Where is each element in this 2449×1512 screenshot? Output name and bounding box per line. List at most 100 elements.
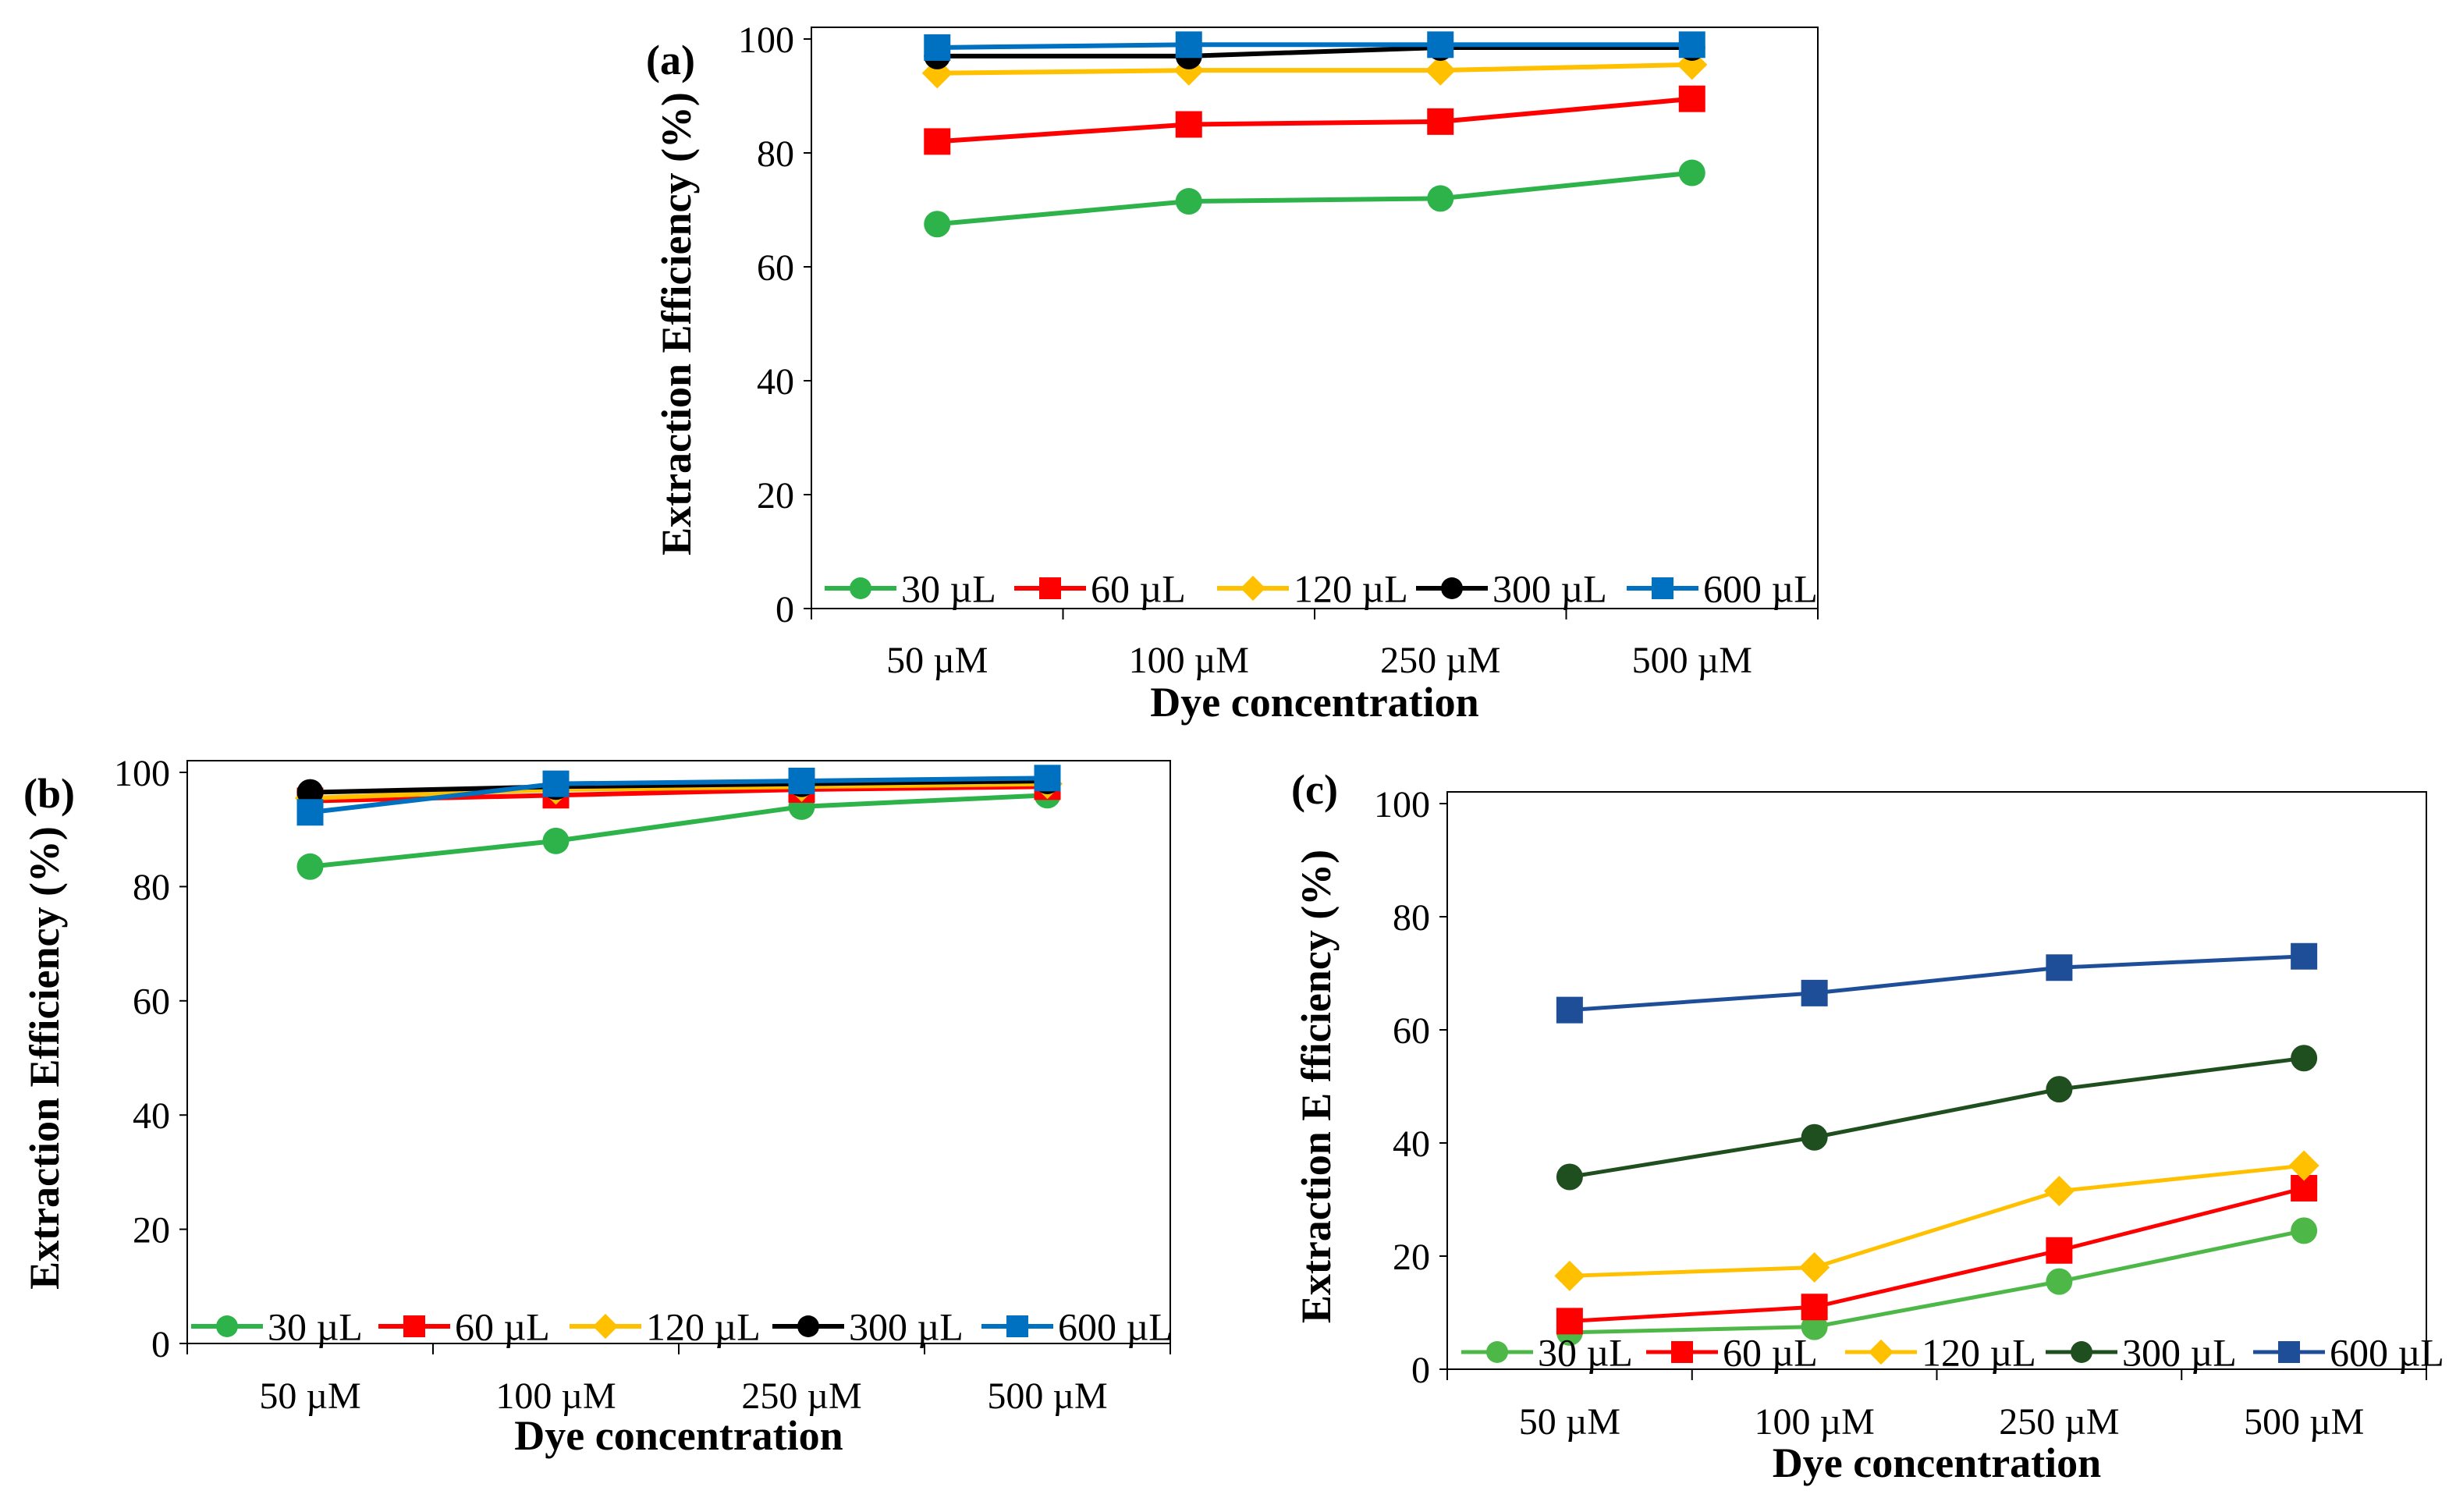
data-point xyxy=(296,853,324,880)
legend-label: 300 µL xyxy=(2122,1331,2237,1375)
chart-panel-a: 0 20 40 60 80 100 50 µM 100 µM 250 µM 500 µM Dye c… xyxy=(646,20,1819,726)
x-tick-label: 500 µM xyxy=(1632,640,1752,681)
series-line xyxy=(1569,1186,2305,1323)
legend-swatch-marker xyxy=(1671,1341,1693,1363)
data-point xyxy=(2043,1176,2075,1207)
legend-label: 30 µL xyxy=(1538,1331,1633,1375)
y-tick-label: 80 xyxy=(133,867,170,908)
y-tick-label: 0 xyxy=(151,1324,170,1365)
legend-swatch-marker xyxy=(1006,1315,1028,1337)
legend-swatch-marker xyxy=(1486,1341,1508,1363)
legend-swatch-marker xyxy=(797,1315,819,1337)
legend-swatch-marker xyxy=(1441,577,1463,599)
series-600-µL xyxy=(924,31,1705,61)
series-300-µL xyxy=(924,34,1705,69)
legend-swatch-marker xyxy=(2278,1341,2300,1363)
data-point xyxy=(542,827,570,854)
legend-swatch-marker xyxy=(1240,575,1266,602)
panel-label: (c) xyxy=(1291,766,1338,813)
series-600-µL xyxy=(296,765,1061,826)
y-tick-label: 60 xyxy=(757,247,794,289)
data-point xyxy=(1175,31,1202,59)
x-tick-label: 50 µM xyxy=(1519,1401,1620,1443)
data-point xyxy=(2046,1237,2073,1264)
series-line xyxy=(1569,1056,2305,1179)
series-60-µL xyxy=(924,85,1705,155)
legend-swatch-marker xyxy=(1868,1339,1894,1365)
y-tick-label: 80 xyxy=(1393,897,1430,939)
data-point xyxy=(1801,1294,1828,1321)
y-tick-label: 20 xyxy=(133,1209,170,1251)
y-axis-title: Extraction E fficiency (%) xyxy=(1293,850,1340,1323)
y-tick-label: 40 xyxy=(1393,1123,1430,1165)
series-line xyxy=(310,776,1048,815)
y-axis-title: Extraction Efficiency (%) xyxy=(653,92,700,555)
data-point xyxy=(296,779,324,806)
series-line xyxy=(937,42,1692,50)
legend-label: 300 µL xyxy=(849,1305,964,1349)
data-point xyxy=(1425,55,1456,86)
y-tick-label: 0 xyxy=(1411,1350,1430,1391)
data-point xyxy=(1801,979,1828,1006)
data-point xyxy=(924,211,951,238)
legend-label: 60 µL xyxy=(1091,567,1186,611)
y-tick-label: 20 xyxy=(1393,1237,1430,1278)
plot-area-border xyxy=(811,27,1819,609)
y-tick-label: 100 xyxy=(738,20,794,61)
x-axis-title: Dye concentration xyxy=(1150,679,1478,726)
plot-area-border xyxy=(1446,791,2427,1370)
series-300-µL xyxy=(1556,1045,2318,1191)
y-tick-label: 100 xyxy=(1374,784,1430,825)
data-point xyxy=(924,128,951,155)
x-tick-label: 500 µM xyxy=(2244,1401,2364,1443)
legend-swatch-marker xyxy=(592,1313,619,1340)
legend-swatch-marker xyxy=(1652,577,1673,599)
data-point xyxy=(1678,31,1705,59)
x-tick-label: 250 µM xyxy=(741,1375,861,1417)
legend-label: 120 µL xyxy=(1922,1331,2036,1375)
legend-swatch-marker xyxy=(2071,1341,2092,1363)
data-point xyxy=(2291,1045,2318,1072)
y-tick-label: 80 xyxy=(757,133,794,175)
data-point xyxy=(1175,188,1202,215)
legend-label: 600 µL xyxy=(1703,567,1818,611)
data-point xyxy=(1678,85,1705,112)
data-point xyxy=(788,767,815,794)
series-line xyxy=(937,96,1693,144)
series-line xyxy=(310,793,1048,869)
series-600-µL xyxy=(1556,942,2318,1024)
x-axis-title: Dye concentration xyxy=(1773,1439,2101,1486)
data-point xyxy=(1175,111,1202,138)
data-point xyxy=(924,34,951,61)
legend-label: 120 µL xyxy=(1294,567,1408,611)
data-point xyxy=(1427,108,1454,135)
panel-label: (a) xyxy=(646,37,695,83)
data-point xyxy=(296,799,324,826)
data-point xyxy=(1554,1260,1585,1291)
series-60-µL xyxy=(1556,1175,2318,1335)
series-line xyxy=(937,62,1692,76)
data-point xyxy=(1678,159,1705,186)
legend-label: 60 µL xyxy=(455,1305,550,1349)
x-tick-label: 100 µM xyxy=(495,1375,616,1417)
plot-area-border xyxy=(186,760,1171,1344)
series-line xyxy=(310,781,1048,800)
series-line xyxy=(937,44,1692,59)
data-point xyxy=(1799,1251,1830,1283)
y-tick-label: 100 xyxy=(114,753,170,794)
y-tick-label: 40 xyxy=(757,361,794,403)
data-point xyxy=(2288,1150,2319,1181)
legend-label: 300 µL xyxy=(1492,567,1607,611)
series-line xyxy=(936,170,1693,227)
series-30-µL xyxy=(1556,1217,2318,1346)
series-line xyxy=(1569,1228,2305,1335)
data-point xyxy=(2291,942,2318,970)
x-tick-label: 100 µM xyxy=(1754,1401,1874,1443)
series-30-µL xyxy=(924,159,1705,238)
legend-label: 60 µL xyxy=(1723,1331,1818,1375)
data-point xyxy=(1427,31,1454,59)
y-tick-label: 60 xyxy=(133,981,170,1023)
data-point xyxy=(1801,1123,1828,1151)
legend: 30 µL 60 µL 120 µL 300 µL 600 µL xyxy=(191,1305,1173,1349)
